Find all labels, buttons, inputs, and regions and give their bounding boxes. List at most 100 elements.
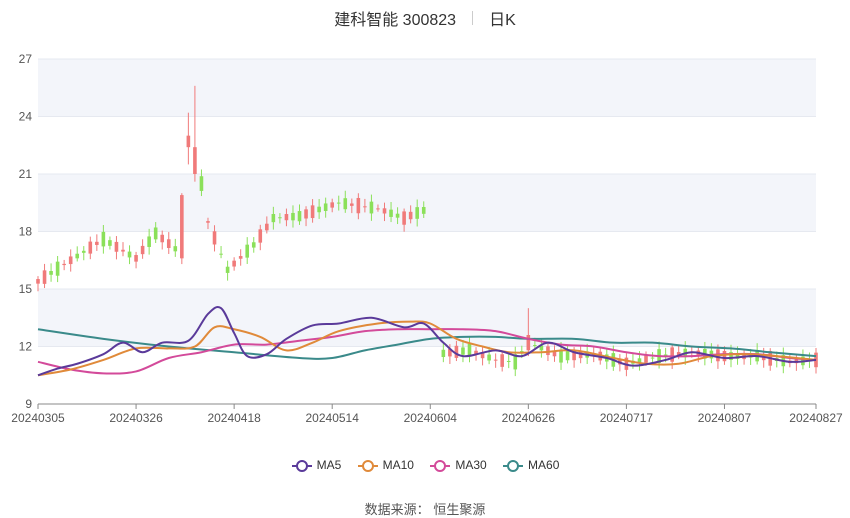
grid-band [38, 289, 816, 347]
candle-body [225, 266, 230, 273]
x-axis: 20240305 20240326 20240418 20240514 20240604… [11, 403, 843, 425]
candle-body [147, 236, 151, 247]
candle-body [572, 350, 576, 361]
candle-body [487, 354, 491, 361]
series-line-ma60 [37, 328, 817, 360]
candle-body [88, 241, 93, 254]
legend-label-ma60: MA60 [528, 458, 560, 472]
y-tick-label: 9 [25, 397, 32, 411]
candle-body [448, 348, 452, 357]
candle-body [199, 176, 204, 191]
candle-body [506, 360, 511, 362]
legend-label-ma10: MA10 [382, 458, 414, 472]
x-tick-label: 20240827 [789, 411, 843, 425]
title-divider [472, 11, 474, 25]
candle-body [415, 207, 419, 219]
candle-body [343, 198, 348, 210]
candle-body [193, 147, 197, 174]
candle-body [578, 351, 583, 359]
candle-body [663, 354, 668, 357]
candle-body [206, 221, 210, 223]
candle-body [291, 212, 295, 221]
candle-body [454, 345, 459, 358]
candle-body [729, 352, 733, 361]
legend-label-ma5: MA5 [316, 458, 342, 472]
candle-body [186, 135, 191, 148]
x-tick-label: 20240807 [698, 411, 752, 425]
candle-body [173, 246, 178, 252]
x-tick-label: 20240626 [502, 411, 556, 425]
candle-body [68, 256, 73, 265]
candle-body [513, 354, 518, 370]
candle-body [546, 346, 550, 356]
candle-body [735, 353, 740, 359]
candle-body [350, 203, 354, 206]
candle-body [559, 349, 563, 363]
candle-body [552, 350, 557, 357]
candle-body [265, 223, 269, 231]
candle-body [461, 347, 465, 355]
chart-title: 建科智能 300823 日K [0, 6, 850, 30]
candle-body [363, 206, 367, 208]
stock-title: 建科智能 300823 [334, 12, 457, 29]
candle-body [533, 345, 537, 347]
candle-body [278, 217, 282, 219]
candle-body [297, 211, 302, 222]
candle-body [140, 245, 145, 255]
candle-body [395, 213, 400, 218]
candle-body [389, 209, 393, 217]
candle-body [180, 195, 184, 259]
moving-averages [37, 305, 817, 377]
grid-band [38, 59, 816, 117]
candle-body [232, 260, 236, 267]
candle-body [480, 352, 485, 359]
x-tick-label: 20240604 [404, 411, 458, 425]
candle-body [369, 201, 374, 214]
candle-body [251, 242, 256, 248]
data-source: 数据来源： 恒生聚源 [0, 499, 850, 518]
legend-item-ma30[interactable]: MA30 [429, 458, 487, 473]
candle-body [565, 351, 570, 361]
legend-label-ma30: MA30 [455, 458, 487, 472]
candle-body [81, 250, 86, 253]
legend-item-ma5[interactable]: MA5 [291, 458, 342, 473]
grid-band [38, 174, 816, 232]
candle-body [310, 205, 315, 219]
candle-body [271, 214, 276, 223]
candle-body [336, 202, 341, 204]
candle-body [36, 279, 40, 284]
period-label: 日K [489, 12, 516, 29]
candle-body [219, 253, 223, 255]
y-tick-label: 27 [19, 52, 33, 66]
candle-body [317, 206, 321, 213]
x-tick-label: 20240514 [306, 411, 360, 425]
candle-body [356, 197, 361, 214]
candle-body [284, 214, 289, 221]
candle-body [49, 271, 53, 275]
candle-body [670, 347, 674, 362]
candle-body [402, 211, 406, 225]
candle-body [330, 202, 335, 208]
legend-item-ma60[interactable]: MA60 [502, 458, 559, 473]
candle-body [212, 231, 217, 245]
candle-body [676, 352, 681, 356]
candle-body [323, 203, 328, 211]
candle-body [55, 261, 60, 276]
candle-body [644, 355, 648, 363]
candle-body [526, 335, 531, 351]
candle-body [153, 227, 158, 240]
x-tick-label: 20240305 [11, 411, 65, 425]
candle-body [121, 249, 125, 252]
candle-body [304, 209, 308, 219]
candle-body [650, 357, 655, 359]
grid-bands [38, 59, 816, 347]
candle-body [441, 349, 446, 358]
candle-body [42, 270, 47, 284]
candle-body [421, 206, 426, 214]
candle-body [101, 231, 106, 247]
candle-body [467, 343, 472, 357]
legend-item-ma10[interactable]: MA10 [357, 458, 414, 473]
candle-body [134, 255, 138, 262]
y-tick-label: 24 [19, 110, 33, 124]
